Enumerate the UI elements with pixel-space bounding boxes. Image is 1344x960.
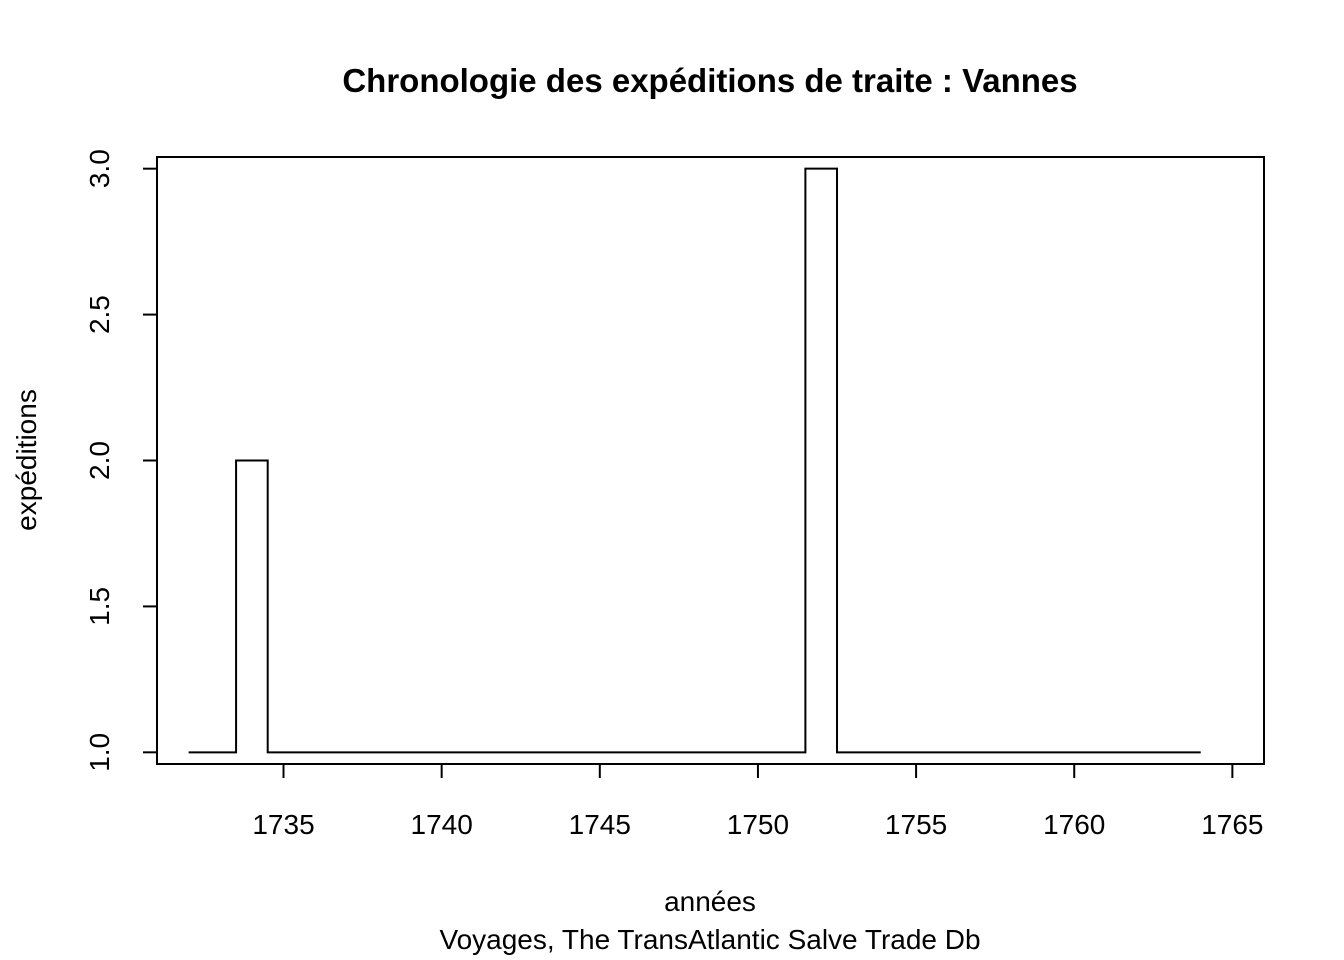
x-tick-label: 1765 bbox=[1201, 809, 1263, 840]
y-tick-label: 2.0 bbox=[84, 441, 115, 480]
plot-frame bbox=[156, 156, 1265, 765]
chart-title: Chronologie des expéditions de traite : … bbox=[342, 62, 1077, 99]
y-tick-label: 3.0 bbox=[84, 149, 115, 188]
series-line bbox=[188, 167, 1201, 754]
y-tick-label: 1.0 bbox=[84, 733, 115, 772]
x-tick-label: 1735 bbox=[252, 809, 314, 840]
x-tick-label: 1740 bbox=[411, 809, 473, 840]
x-tick-label: 1760 bbox=[1043, 809, 1105, 840]
x-tick-label: 1750 bbox=[727, 809, 789, 840]
x-axis: 1735 1740 1745 1750 1755 1760 1765 bbox=[252, 763, 1264, 840]
y-tick-label: 2.5 bbox=[84, 295, 115, 334]
y-axis-label: expéditions bbox=[11, 389, 42, 531]
y-axis: 1.0 1.5 2.0 2.5 3.0 bbox=[84, 149, 158, 772]
y-tick-label: 1.5 bbox=[84, 587, 115, 626]
x-axis-label: années bbox=[664, 886, 756, 917]
series-group bbox=[188, 167, 1201, 754]
chart-subtitle: Voyages, The TransAtlantic Salve Trade D… bbox=[439, 924, 980, 955]
x-tick-label: 1755 bbox=[885, 809, 947, 840]
x-tick-label: 1745 bbox=[569, 809, 631, 840]
